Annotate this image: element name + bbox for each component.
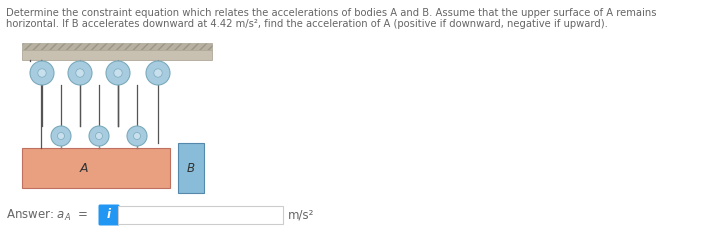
FancyBboxPatch shape [98, 205, 119, 226]
Bar [22, 148, 170, 188]
Text: $A$: $A$ [79, 162, 89, 174]
Bar [22, 43, 212, 50]
Ellipse shape [89, 126, 109, 146]
Ellipse shape [51, 126, 71, 146]
Text: horizontal. If B accelerates downward at 4.42 m/s², find the acceleration of A (: horizontal. If B accelerates downward at… [6, 19, 608, 29]
Text: i: i [107, 208, 111, 222]
Bar [178, 143, 204, 193]
Ellipse shape [76, 69, 84, 77]
Ellipse shape [133, 132, 140, 140]
Ellipse shape [114, 69, 122, 77]
Ellipse shape [68, 61, 92, 85]
Ellipse shape [38, 69, 46, 77]
Ellipse shape [95, 132, 102, 140]
Ellipse shape [127, 126, 147, 146]
Text: Determine the constraint equation which relates the accelerations of bodies A an: Determine the constraint equation which … [6, 8, 656, 18]
Ellipse shape [30, 61, 54, 85]
Bar [22, 50, 212, 60]
Bar [118, 206, 283, 224]
Ellipse shape [146, 61, 170, 85]
Ellipse shape [106, 61, 130, 85]
Text: $B$: $B$ [186, 162, 196, 174]
Ellipse shape [154, 69, 162, 77]
Text: Answer: $a_A$  =: Answer: $a_A$ = [6, 207, 88, 223]
Text: m/s²: m/s² [288, 208, 314, 222]
Ellipse shape [58, 132, 65, 140]
